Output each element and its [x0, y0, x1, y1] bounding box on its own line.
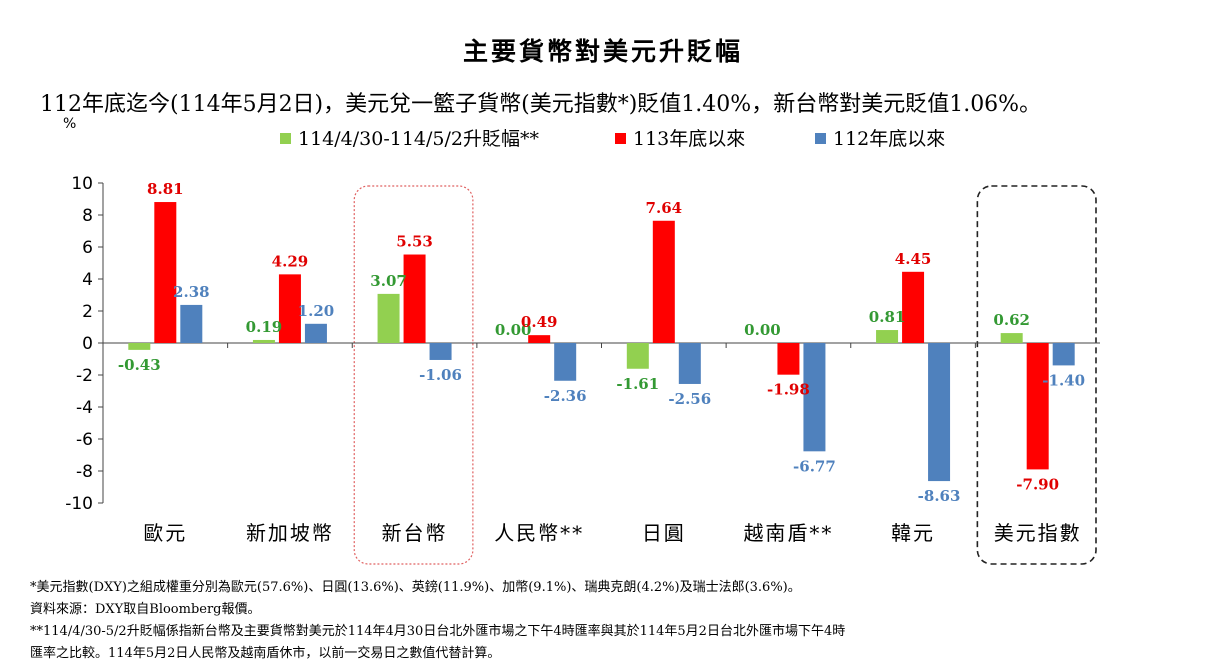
bar-2-3	[528, 335, 551, 343]
data-label-1-7: 0.62	[993, 311, 1030, 329]
data-label-1-3: 0.00	[495, 321, 532, 339]
legend: 114/4/30-114/5/2升貶幅** 113年底以來 112年底以來	[280, 128, 945, 150]
bar-3-7	[1052, 343, 1075, 366]
bar-1-4	[626, 343, 649, 369]
y-tick-label: 10	[71, 174, 93, 194]
bar-2-4	[652, 220, 675, 343]
data-label-1-5: 0.00	[744, 321, 781, 339]
data-label-2-0: 8.81	[147, 180, 184, 198]
bar-3-5	[803, 343, 826, 452]
data-label-3-1: 1.20	[298, 302, 335, 320]
data-label-2-5: -1.98	[767, 381, 810, 399]
y-tick-label: 6	[82, 238, 93, 258]
bar-2-5	[777, 343, 800, 375]
data-labels: -0.43 8.81 2.38 0.19 4.29 1.20 3.07 5.53 -1.06 0.…	[118, 180, 1085, 505]
chart-subtitle: 112年底迄今(114年5月2日)，美元兌一籃子貨幣(美元指數*)貶值1.40%…	[40, 92, 1042, 117]
footnote-definition-cont: 匯率之比較。114年5月2日人民幣及越南盾休市，以前一交易日之數值代替計算。	[30, 646, 501, 661]
footnotes: *美元指數(DXY)之組成權重分別為歐元(57.6%)、日圓(13.6%)、英鎊…	[30, 577, 845, 665]
y-tick-label: -6	[76, 430, 93, 450]
category-label-3: 人民幣**	[494, 521, 584, 545]
y-tick-label: -10	[65, 494, 93, 514]
data-label-3-3: -2.36	[544, 387, 587, 405]
bars	[128, 202, 1075, 482]
bar-3-1	[304, 323, 327, 343]
bar-3-3	[554, 343, 577, 381]
bar-2-7	[1026, 343, 1049, 470]
legend-label-3: 112年底以來	[833, 128, 945, 150]
bar-chart: % 114/4/30-114/5/2升貶幅** 113年底以來 112年底以來 10…	[63, 116, 1100, 565]
y-tick-label: -2	[76, 366, 93, 386]
x-axis-labels: 歐元 新加坡幣 新台幣 人民幣** 日圓 越南盾** 韓元 美元指數	[143, 521, 1082, 545]
data-label-3-7: -1.40	[1042, 371, 1085, 389]
footnote-definition: **114/4/30-5/2升貶幅係指新台幣及主要貨幣對美元於114年4月30日…	[30, 624, 846, 639]
data-label-3-5: -6.77	[793, 457, 836, 475]
category-label-0: 歐元	[143, 521, 187, 545]
legend-label-1: 114/4/30-114/5/2升貶幅**	[298, 128, 539, 150]
data-label-1-6: 0.81	[869, 308, 906, 326]
bar-3-6	[928, 343, 951, 482]
legend-label-2: 113年底以來	[633, 128, 745, 150]
highlight-box-7	[976, 185, 1097, 565]
y-tick-label: 2	[82, 302, 93, 322]
data-label-2-1: 4.29	[272, 252, 309, 270]
bar-2-6	[902, 271, 925, 343]
bar-1-1	[252, 339, 275, 343]
bar-1-7	[1000, 333, 1023, 343]
data-label-1-2: 3.07	[370, 272, 407, 290]
y-tick-label: -4	[76, 398, 93, 418]
y-tick-label: -8	[76, 462, 93, 482]
chart-title: 主要貨幣對美元升貶幅	[462, 37, 743, 66]
bar-3-2	[429, 343, 452, 360]
data-label-3-6: -8.63	[918, 487, 961, 505]
bar-2-2	[403, 254, 426, 343]
legend-swatch-1	[280, 133, 291, 144]
highlight-box-2	[353, 185, 474, 565]
data-label-2-7: -7.90	[1016, 475, 1059, 493]
category-label-2: 新台幣	[382, 521, 448, 545]
data-label-3-2: -1.06	[419, 366, 462, 384]
bar-3-0	[180, 304, 203, 343]
bar-1-0	[128, 343, 151, 350]
category-label-1: 新加坡幣	[246, 521, 334, 545]
footnote-weights: *美元指數(DXY)之組成權重分別為歐元(57.6%)、日圓(13.6%)、英鎊…	[30, 580, 801, 595]
y-tick-label: 4	[82, 270, 93, 290]
y-axis-unit-label: %	[63, 116, 76, 132]
data-label-2-2: 5.53	[396, 233, 433, 251]
data-label-1-0: -0.43	[118, 356, 161, 374]
data-label-2-4: 7.64	[646, 199, 683, 217]
data-label-2-3: 0.49	[521, 313, 558, 331]
data-label-3-4: -2.56	[668, 390, 711, 408]
data-label-1-1: 0.19	[246, 318, 283, 336]
bar-2-0	[154, 202, 177, 343]
y-tick-label: 0	[82, 334, 93, 354]
category-label-4: 日圓	[642, 521, 686, 545]
category-label-6: 韓元	[891, 521, 935, 545]
bar-2-1	[278, 274, 301, 343]
category-label-5: 越南盾**	[743, 521, 833, 545]
bar-1-6	[876, 330, 899, 343]
data-label-1-4: -1.61	[616, 375, 659, 393]
y-tick-label: 8	[82, 206, 93, 226]
bar-1-2	[377, 293, 400, 343]
bar-3-4	[678, 343, 701, 384]
legend-swatch-2	[615, 133, 626, 144]
data-label-2-6: 4.45	[895, 250, 932, 268]
legend-swatch-3	[815, 133, 826, 144]
footnote-source: 資料來源：DXY取自Bloomberg報價。	[30, 602, 261, 617]
category-label-7: 美元指數	[994, 521, 1082, 545]
highlight-boxes	[353, 185, 1097, 565]
data-label-3-0: 2.38	[173, 283, 210, 301]
